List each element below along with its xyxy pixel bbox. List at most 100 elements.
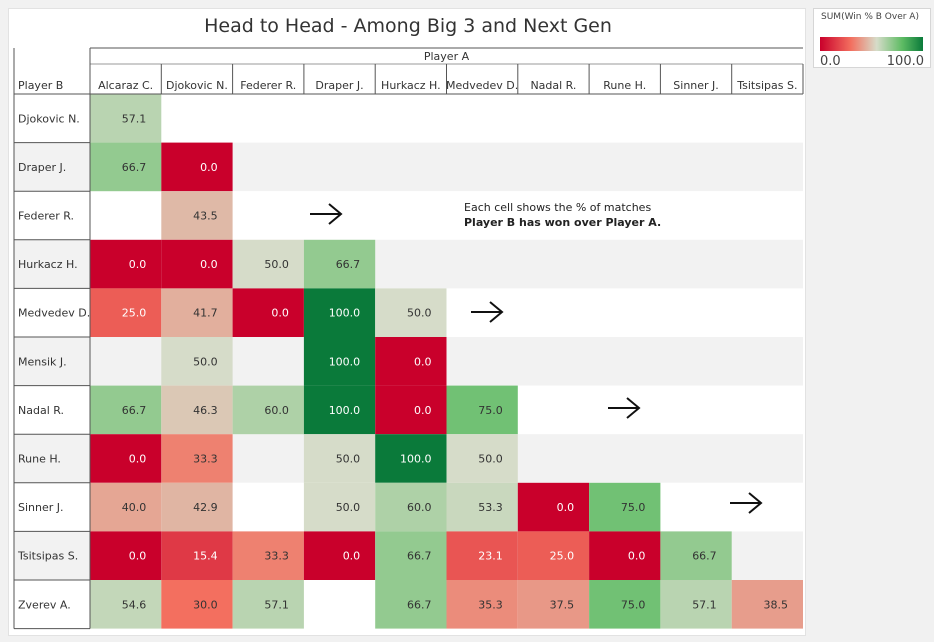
cell-value-label: 0.0	[200, 161, 218, 174]
heatmap-cell	[731, 580, 803, 629]
heatmap-cell	[375, 482, 447, 532]
heatmap-cell	[660, 531, 732, 580]
heatmap-cell	[232, 288, 304, 337]
legend-max: 100.0	[886, 54, 924, 69]
arrow-head	[489, 301, 504, 323]
cell-value-label: 0.0	[414, 404, 432, 417]
heatmap-cell	[375, 385, 447, 435]
row-label: Draper J.	[18, 161, 66, 174]
heatmap-cell	[589, 482, 661, 532]
cell-value-label: 0.0	[129, 550, 147, 563]
cell-value-label: 0.0	[343, 550, 361, 563]
column-label: Rune H.	[603, 79, 646, 92]
cell-value-label: 43.5	[193, 210, 218, 223]
cell-value-label: 50.0	[336, 453, 361, 466]
cell-value-label: 66.7	[336, 258, 361, 271]
cell-value-label: 50.0	[407, 307, 432, 320]
heatmap-cell	[446, 434, 518, 483]
heatmap-cell	[161, 482, 233, 532]
cell-value-label: 60.0	[264, 404, 289, 417]
heatmap-cell	[232, 580, 304, 629]
chart-title: Head to Head - Among Big 3 and Next Gen	[204, 15, 612, 37]
cell-value-label: 0.0	[628, 550, 646, 563]
cell-value-label: 57.1	[692, 598, 717, 611]
row-label: Nadal R.	[18, 404, 64, 417]
cell-value-label: 100.0	[329, 355, 361, 368]
column-label: Djokovic N.	[166, 79, 228, 92]
cell-value-label: 0.0	[557, 501, 575, 514]
heatmap-cell	[161, 385, 233, 435]
x-axis-label: Player A	[424, 50, 470, 63]
cell-value-label: 75.0	[621, 598, 646, 611]
heatmap-cell	[161, 434, 233, 483]
cell-value-label: 66.7	[407, 598, 432, 611]
row-label: Federer R.	[18, 210, 74, 223]
heatmap-cell	[660, 580, 732, 629]
row-label: Zverev A.	[18, 598, 71, 611]
cell-value-label: 15.4	[193, 550, 218, 563]
cell-value-label: 23.1	[478, 550, 503, 563]
cell-value-label: 60.0	[407, 501, 432, 514]
heatmap-cell	[517, 482, 590, 532]
cell-value-label: 0.0	[129, 453, 147, 466]
annotation-line-1: Each cell shows the % of matches	[464, 201, 652, 214]
cell-value-label: 50.0	[193, 355, 218, 368]
cell-value-label: 100.0	[329, 404, 361, 417]
cell-value-label: 100.0	[329, 307, 361, 320]
heatmap-cell	[517, 580, 590, 629]
cell-value-label: 50.0	[478, 453, 503, 466]
cell-value-label: 0.0	[200, 258, 218, 271]
cell-value-label: 100.0	[400, 453, 432, 466]
heatmap-cell	[90, 580, 162, 629]
heatmap-cell	[517, 531, 590, 580]
row-label: Medvedev D.	[18, 307, 90, 320]
heatmap-cell	[446, 580, 518, 629]
heatmap-cell	[90, 288, 162, 337]
heatmap-cell	[303, 239, 376, 289]
heatmap-cell	[161, 142, 233, 192]
heatmap-cell	[446, 482, 518, 532]
cell-value-label: 0.0	[414, 355, 432, 368]
heatmap-cell	[303, 337, 376, 386]
cell-value-label: 66.7	[122, 404, 147, 417]
row-label: Hurkacz H.	[18, 258, 78, 271]
color-legend[interactable]: SUM(Win % B Over A) 0.0 100.0	[813, 8, 931, 69]
cell-value-label: 0.0	[271, 307, 289, 320]
heatmap-cell	[446, 531, 518, 580]
heatmap-cell	[589, 580, 661, 629]
cell-value-label: 66.7	[692, 550, 717, 563]
heatmap-cell	[90, 142, 162, 192]
legend-min: 0.0	[820, 54, 841, 69]
heatmap-cell	[303, 531, 376, 580]
annotation-line-2: Player B has won over Player A.	[464, 216, 662, 229]
cell-value-label: 40.0	[122, 501, 147, 514]
heatmap-cell	[161, 580, 233, 629]
heatmap-cell	[303, 288, 376, 337]
heatmap-cell	[232, 531, 304, 580]
heatmap-cell	[375, 434, 447, 483]
heatmap-cell	[161, 531, 233, 580]
column-label: Nadal R.	[530, 79, 576, 92]
column-label: Medvedev D.	[446, 79, 518, 92]
heatmap-cell	[232, 239, 304, 289]
row-band	[14, 191, 803, 240]
cell-value-label: 54.6	[122, 598, 147, 611]
row-label: Tsitsipas S.	[17, 550, 78, 563]
heatmap-cell	[161, 288, 233, 337]
cell-value-label: 50.0	[264, 258, 289, 271]
cell-value-label: 75.0	[478, 404, 503, 417]
annotation-note: Each cell shows the % of matches Player …	[464, 200, 661, 230]
heatmap-cell	[375, 337, 447, 386]
row-label: Djokovic N.	[18, 112, 80, 125]
heatmap-cell	[375, 531, 447, 580]
arrow-head	[626, 397, 641, 419]
cell-value-label: 53.3	[478, 501, 503, 514]
cell-value-label: 38.5	[764, 598, 789, 611]
column-label: Draper J.	[315, 79, 363, 92]
column-label: Tsitsipas S.	[736, 79, 797, 92]
cell-value-label: 66.7	[122, 161, 147, 174]
heatmap-cell	[90, 531, 162, 580]
heatmap-cell	[161, 239, 233, 289]
heatmap-cell	[161, 191, 233, 240]
row-label: Mensik J.	[18, 355, 67, 368]
